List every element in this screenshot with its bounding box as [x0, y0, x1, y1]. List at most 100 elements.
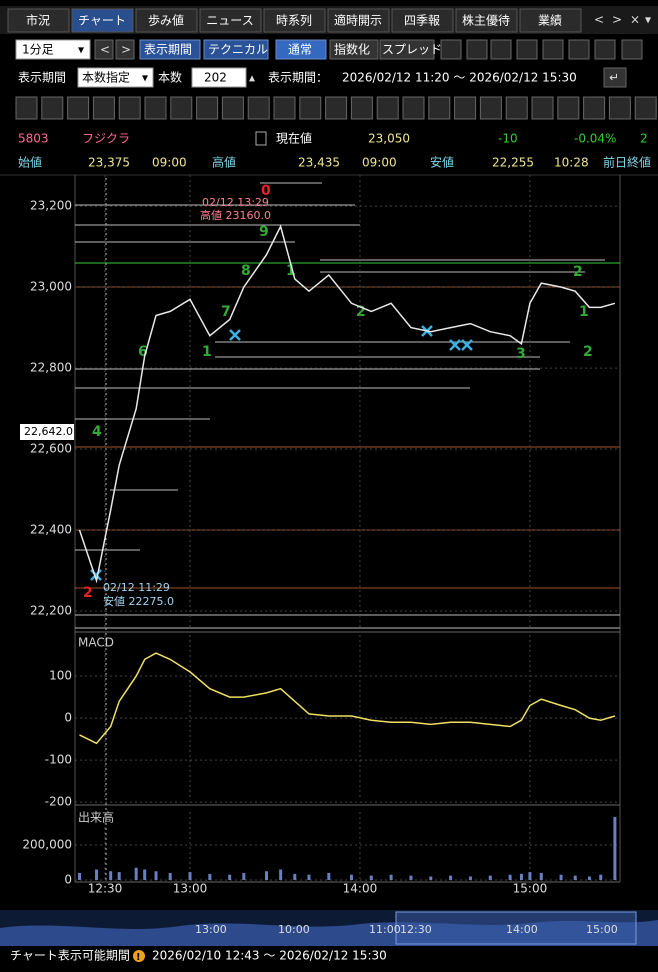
tool-icon[interactable] — [490, 39, 512, 60]
volume-bar — [264, 871, 268, 880]
tool-icon[interactable] — [621, 39, 643, 60]
tool-icon[interactable] — [516, 39, 538, 60]
y-tick-label: 22,200 — [30, 603, 72, 617]
navigator-label: 13:00 — [195, 923, 227, 936]
tab[interactable] — [263, 8, 326, 33]
tab-label: 時系列 — [276, 14, 312, 28]
count-marker: 2 — [356, 304, 366, 320]
tab-close[interactable]: × — [630, 13, 640, 27]
tab-label: 市況 — [26, 13, 50, 28]
draw-tool[interactable] — [325, 96, 348, 120]
draw-tool[interactable] — [376, 96, 399, 120]
tab[interactable] — [455, 8, 518, 33]
tab-label: 歩み値 — [148, 13, 184, 28]
draw-tool[interactable] — [557, 96, 580, 120]
draw-tool[interactable] — [92, 96, 115, 120]
tool-icon[interactable] — [440, 39, 462, 60]
mode-index[interactable] — [329, 39, 379, 60]
change: -10 — [498, 132, 518, 146]
draw-tool[interactable] — [479, 96, 502, 120]
volume-bar — [389, 874, 393, 880]
mode-spread[interactable] — [379, 39, 435, 60]
draw-tool[interactable] — [196, 96, 219, 120]
draw-tool[interactable] — [531, 96, 554, 120]
macd-line — [79, 652, 616, 745]
draw-tool[interactable] — [170, 96, 193, 120]
tab-next[interactable]: > — [612, 13, 622, 27]
tab-menu[interactable]: ▾ — [645, 13, 651, 27]
prev-button[interactable] — [94, 39, 114, 60]
draw-tool[interactable] — [608, 96, 631, 120]
tool-icon[interactable] — [568, 39, 590, 60]
tab[interactable] — [199, 8, 262, 33]
navigator-label: 11:00 — [369, 923, 401, 936]
draw-tool[interactable] — [118, 96, 141, 120]
draw-tool[interactable] — [583, 96, 606, 120]
tab[interactable] — [7, 8, 70, 33]
count-spinner[interactable]: ▴ — [249, 71, 255, 85]
draw-tool[interactable] — [634, 96, 657, 120]
tab-label: 株主優待 — [462, 13, 510, 28]
draw-tool[interactable] — [402, 96, 425, 120]
technical-button[interactable] — [203, 39, 269, 60]
count-input[interactable] — [191, 67, 247, 88]
price-marker-box — [20, 424, 74, 440]
tab[interactable] — [71, 8, 134, 33]
tab[interactable] — [391, 8, 454, 33]
draw-tool[interactable] — [273, 96, 296, 120]
navigator-window[interactable] — [395, 911, 637, 945]
count-marker: 6 — [138, 344, 148, 360]
volume-bar — [369, 875, 373, 880]
count-marker: 3 — [516, 346, 526, 362]
high: 23,435 — [298, 156, 340, 170]
current-value: 23,050 — [368, 132, 410, 146]
draw-tool[interactable] — [221, 96, 244, 120]
horizontal-lines — [75, 182, 620, 629]
next-button[interactable] — [115, 39, 135, 60]
navigator-label: 10:00 — [278, 923, 310, 936]
draw-tool[interactable] — [299, 96, 322, 120]
cross — [229, 329, 241, 341]
volume-bar — [573, 875, 577, 880]
tool-icon[interactable] — [594, 39, 616, 60]
drawing-tools — [15, 96, 657, 120]
draw-tool[interactable] — [15, 96, 38, 120]
tool-icon[interactable] — [466, 39, 488, 60]
navigator-label: 15:00 — [586, 923, 618, 936]
count-marker: 4 — [92, 424, 102, 440]
tab[interactable] — [519, 8, 582, 33]
interval-select[interactable] — [15, 39, 91, 60]
tool-icon[interactable] — [542, 39, 564, 60]
tab[interactable] — [327, 8, 390, 33]
period-mode-select[interactable] — [77, 67, 154, 88]
volume-bar — [613, 816, 617, 880]
tab-prev[interactable]: < — [594, 13, 604, 27]
toolbar-icons — [440, 39, 643, 60]
draw-tool[interactable] — [41, 96, 64, 120]
draw-tool[interactable] — [454, 96, 477, 120]
draw-tool[interactable] — [350, 96, 373, 120]
draw-tool[interactable] — [428, 96, 451, 120]
info-icon[interactable] — [255, 131, 267, 146]
y-tick-label: 0 — [64, 711, 72, 725]
reset-button[interactable] — [603, 67, 627, 88]
draw-tool[interactable] — [505, 96, 528, 120]
draw-tool[interactable] — [144, 96, 167, 120]
count-marker: 1 — [579, 304, 589, 320]
volume-bar — [168, 872, 172, 880]
y-tick-label: 22,400 — [30, 523, 72, 537]
period-button[interactable] — [139, 39, 201, 60]
volume-bar — [188, 872, 192, 880]
low: 22,255 — [492, 156, 534, 170]
prev-close-label: 前日終値 — [603, 155, 651, 170]
volume-bar — [409, 875, 413, 880]
mode-normal[interactable] — [275, 39, 327, 60]
y-tick-label: -100 — [45, 753, 72, 767]
price-line — [78, 224, 616, 584]
tab[interactable] — [135, 8, 198, 33]
draw-tool[interactable] — [67, 96, 90, 120]
draw-tool[interactable] — [247, 96, 270, 120]
tab-label: 適時開示 — [334, 13, 382, 28]
volume-bar — [95, 869, 99, 880]
